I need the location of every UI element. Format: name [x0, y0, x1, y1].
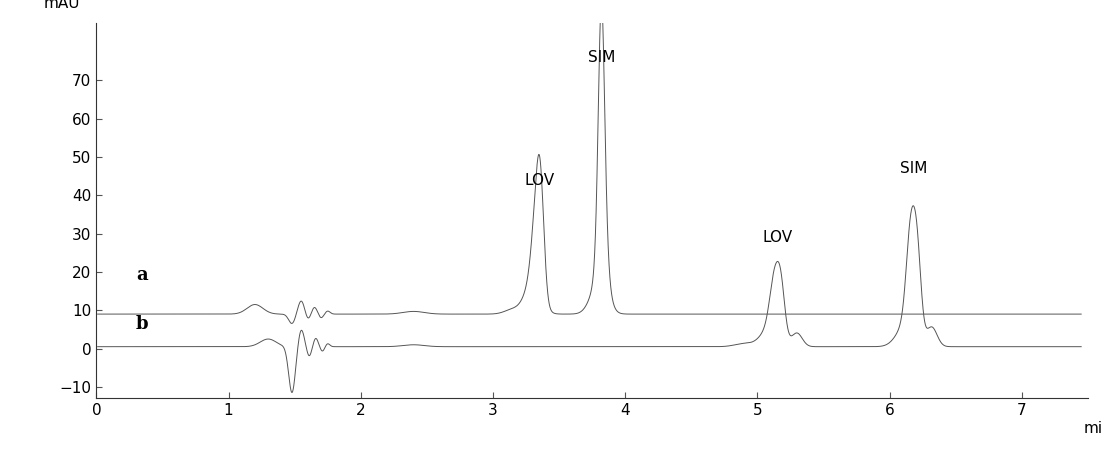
- Y-axis label: mAU: mAU: [43, 0, 80, 11]
- Text: LOV: LOV: [524, 173, 554, 187]
- Text: b: b: [137, 315, 149, 334]
- Text: SIM: SIM: [900, 161, 927, 176]
- X-axis label: min: min: [1083, 421, 1101, 436]
- Text: LOV: LOV: [762, 230, 793, 245]
- Text: a: a: [137, 266, 148, 284]
- Text: SIM: SIM: [588, 50, 615, 65]
